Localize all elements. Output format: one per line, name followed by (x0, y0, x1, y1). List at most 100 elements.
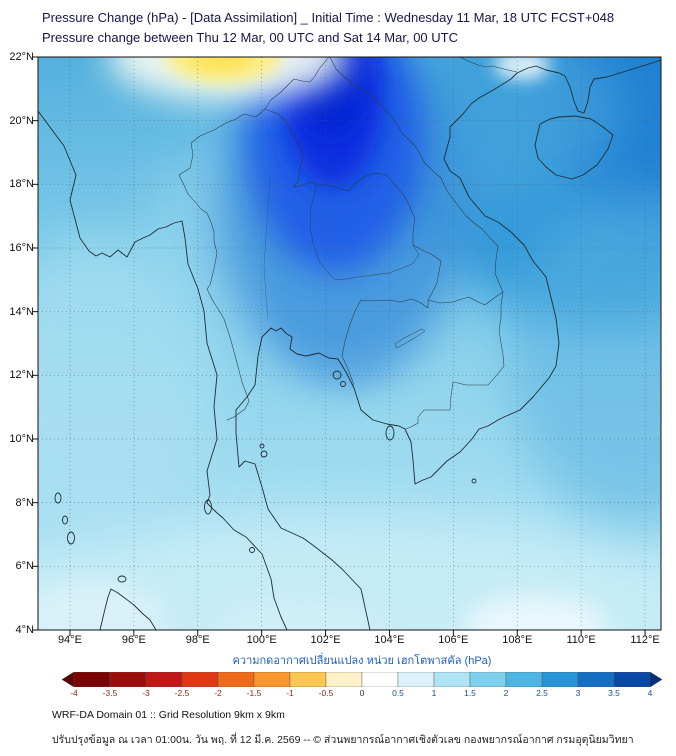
colorbar-segment (289, 671, 327, 688)
colorbar-tick-label: -0.5 (318, 688, 334, 698)
field-pale-south (213, 597, 383, 630)
boundary-northeast-thailand (309, 186, 420, 281)
title-line-1: Pressure Change (hPa) - [Data Assimilati… (42, 10, 615, 25)
plot-border (37, 56, 662, 631)
lon-tick-label: 106°E (438, 634, 469, 646)
field-white-spot-se (463, 595, 607, 630)
lon-tick-label: 102°E (310, 634, 341, 646)
lat-tick-label: 20°N (9, 114, 34, 127)
colorbar-tick-label: 2.5 (536, 688, 548, 698)
country-borders (178, 56, 518, 430)
colorbar-segment (253, 671, 291, 688)
island-nicobar-1 (54, 492, 62, 504)
colorbar-segment (541, 671, 579, 688)
pressure-map: 22°N 20°N 18°N 16°N 14°N 12°N 10°N 8°N 6°N 4°N 94… (9, 51, 662, 646)
colorbar-tick-label: 0.5 (392, 688, 404, 698)
colorbar: ความกดอากาศเปลี่ยนแปลง หน่วย เฮกโตพาสคัล… (61, 651, 663, 699)
colorbar-segment (469, 671, 507, 688)
lon-tick-label: 104°E (374, 634, 405, 646)
island-samui (260, 450, 268, 458)
border-thailand-myanmar (178, 108, 266, 421)
island-langkawi (249, 547, 255, 553)
border-thailand-laos (264, 108, 442, 301)
coast-sumatra-tip (99, 588, 157, 631)
island-phuket (204, 499, 212, 515)
colorbar-tick-label: 4 (647, 688, 653, 698)
colorbar-segment (181, 671, 219, 688)
colorbar-segment (361, 671, 399, 688)
axis-ticks (32, 56, 646, 636)
colorbar-ticks: -4 -3.5 -3 -2.5 -2 -1.5 -1 -0.5 0 0.5 1 1.5 2 2.5 3 3.5… (62, 687, 662, 699)
lon-tick-label: 108°E (502, 634, 533, 646)
coast-gulf-vietnam-china (235, 59, 662, 631)
field-blue-east-mid (508, 187, 661, 527)
field-yellow-spot (165, 57, 281, 83)
footer-domain-info: WRF-DA Domain 01 :: Grid Resolution 9km … (52, 709, 285, 721)
field-pale-sw (38, 581, 168, 630)
colorbar-tick-label: -3 (142, 688, 150, 698)
island-nicobar-2 (62, 515, 68, 525)
colorbar-tick-label: -3.5 (102, 688, 118, 698)
lat-tick-label: 4°N (15, 623, 34, 636)
lat-tick-label: 22°N (9, 51, 34, 63)
map-canvas (32, 56, 662, 636)
lon-tick-label: 110°E (566, 634, 596, 646)
colorbar-left-arrow (61, 671, 75, 688)
colorbar-tick-label: -1 (286, 688, 294, 698)
coastlines (37, 59, 662, 631)
colorbar-right-arrow (649, 671, 663, 688)
island-koh-kut (340, 381, 346, 387)
colorbar-tick-label: 0 (359, 688, 365, 698)
colorbar-tick-label: -4 (70, 688, 78, 698)
lat-tick-label: 16°N (9, 241, 34, 254)
lat-tick-label: 6°N (15, 560, 34, 573)
colorbar-segment (73, 671, 111, 688)
colorbar-segment (397, 671, 435, 688)
lat-tick-label: 8°N (15, 496, 34, 509)
border-myanmar-laos-china (264, 56, 330, 110)
island-weh (117, 575, 127, 583)
lat-tick-label: 14°N (9, 305, 34, 318)
colorbar-segment (325, 671, 363, 688)
colorbar-tick-label: 3.5 (608, 688, 620, 698)
coast-hainan-island (534, 115, 614, 180)
lon-tick-label: 112°E (630, 634, 660, 646)
island-phangan (259, 443, 265, 449)
colorbar-tick-label: 1.5 (464, 688, 476, 698)
colorbar-tick-label: -1.5 (246, 688, 262, 698)
colorbar-svg (61, 671, 663, 688)
colorbar-segment (109, 671, 147, 688)
colorbar-segment (433, 671, 471, 688)
island-koh-chang (332, 370, 342, 380)
title-line-2: Pressure change between Thu 12 Mar, 00 U… (42, 30, 458, 45)
lake-tonle-sap (394, 328, 426, 349)
colorbar-tick-label: 3 (575, 688, 581, 698)
field-yellow-core (189, 57, 253, 70)
field-light-west (38, 237, 213, 537)
lat-tick-label: 10°N (9, 432, 34, 445)
colorbar-tick-label: 2 (503, 688, 509, 698)
colorbar-segment (217, 671, 255, 688)
river-chao-phraya (263, 176, 271, 320)
border-china-vietnam (459, 56, 518, 73)
lon-tick-label: 100°E (246, 634, 277, 646)
colorbar-segment (613, 671, 651, 688)
colorbar-tick-label: -2.5 (174, 688, 190, 698)
footer-update-info: ปรับปรุงข้อมูล ณ เวลา 01:00น. วัน พฤ. ที… (52, 734, 634, 746)
island-con-dao (471, 478, 477, 484)
title-block: Pressure Change (hPa) - [Data Assimilati… (42, 8, 614, 48)
colorbar-segment (505, 671, 543, 688)
island-phu-quoc (385, 425, 395, 441)
pressure-field (38, 57, 661, 630)
island-nicobar-3 (67, 531, 75, 545)
coast-mainland (37, 110, 288, 631)
colorbar-segment (145, 671, 183, 688)
lon-tick-label: 94°E (57, 634, 82, 646)
lat-tick-label: 18°N (9, 178, 34, 191)
colorbar-title: ความกดอากาศเปลี่ยนแปลง หน่วย เฮกโตพาสคัล… (232, 655, 492, 667)
lat-tick-label: 12°N (9, 369, 34, 382)
footer: WRF-DA Domain 01 :: Grid Resolution 9km … (52, 709, 634, 748)
lon-tick-label: 98°E (185, 634, 210, 646)
border-laos-vietnam (329, 56, 504, 293)
